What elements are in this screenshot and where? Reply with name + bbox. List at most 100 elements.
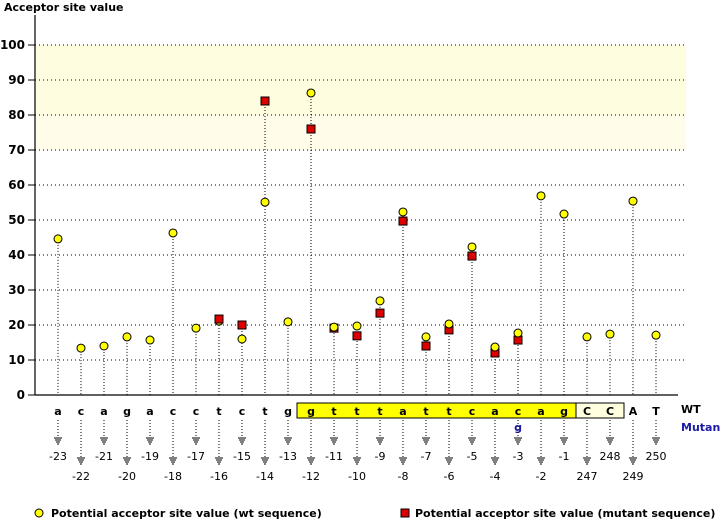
legend-label-wt: Potential acceptor site value (wt sequen… <box>51 507 322 520</box>
position-label: -5 <box>467 450 478 463</box>
wt-nucleotide: t <box>262 405 267 418</box>
position-label: -16 <box>210 470 228 483</box>
y-tick-label: 50 <box>8 213 25 227</box>
wt-nucleotide: c <box>239 405 246 418</box>
position-label: -4 <box>490 470 501 483</box>
wt-nucleotide: t <box>354 405 359 418</box>
wt-point <box>329 322 339 332</box>
position-label: 248 <box>600 450 621 463</box>
wt-nucleotide: t <box>423 405 428 418</box>
wt-point <box>513 328 523 338</box>
highlight-box-exon <box>296 402 579 419</box>
position-label: -6 <box>444 470 455 483</box>
highlight-band <box>36 115 686 150</box>
ground-icon <box>261 457 269 465</box>
position-label: 250 <box>646 450 667 463</box>
wt-nucleotide: A <box>629 405 638 418</box>
wt-row-label: WT <box>681 403 701 416</box>
wt-point <box>306 88 316 98</box>
ground-icon <box>399 457 407 465</box>
ground-icon <box>54 437 62 445</box>
ground-icon <box>445 457 453 465</box>
wt-point <box>76 343 86 353</box>
y-tick-label: 40 <box>8 248 25 262</box>
ground-icon <box>307 457 315 465</box>
position-label: -22 <box>72 470 90 483</box>
ground-icon <box>123 457 131 465</box>
legend-label-mutant: Potential acceptor site value (mutant se… <box>415 507 715 520</box>
wt-point <box>122 332 132 342</box>
wt-point <box>628 196 638 206</box>
position-label: -20 <box>118 470 136 483</box>
wt-nucleotide: g <box>307 405 315 418</box>
wt-point <box>582 332 592 342</box>
wt-nucleotide: t <box>446 405 451 418</box>
position-label: -10 <box>348 470 366 483</box>
wt-nucleotide: a <box>491 405 498 418</box>
wt-nucleotide: t <box>216 405 221 418</box>
ground-icon <box>330 437 338 445</box>
wt-point <box>53 234 63 244</box>
gridlines <box>35 44 686 361</box>
sequence-row: a -23 c -22 a -21 g -20 a -19 c -18 c -17 t -16 c -15 t -14… <box>49 402 667 483</box>
position-label: 247 <box>577 470 598 483</box>
stems <box>57 92 657 395</box>
y-axis-title: Acceptor site value <box>4 1 123 14</box>
position-label: -15 <box>233 450 251 463</box>
wt-nucleotide: c <box>469 405 476 418</box>
ground-icon <box>468 437 476 445</box>
wt-nucleotide: t <box>377 405 382 418</box>
ground-icon <box>77 457 85 465</box>
ground-icon <box>606 437 614 445</box>
position-label: -7 <box>421 450 432 463</box>
ground-icon <box>353 457 361 465</box>
position-label: -1 <box>559 450 570 463</box>
mutant-point <box>375 308 385 318</box>
position-label: -23 <box>49 450 67 463</box>
wt-point <box>444 319 454 329</box>
position-label: -19 <box>141 450 159 463</box>
wt-nucleotide: C <box>583 405 591 418</box>
mutant-point <box>421 341 431 351</box>
wt-point <box>490 342 500 352</box>
y-tick-label: 80 <box>8 108 25 122</box>
wt-point <box>559 209 569 219</box>
wt-nucleotide: C <box>606 405 614 418</box>
ground-icon <box>376 437 384 445</box>
legend-square-icon <box>400 508 410 518</box>
mutant-row-label: Mutant <box>681 421 720 434</box>
highlight-box-exon-end <box>575 402 625 419</box>
ground-icon <box>629 457 637 465</box>
position-label: -3 <box>513 450 524 463</box>
legend-circle-icon <box>34 508 44 518</box>
wt-point <box>536 191 546 201</box>
ground-icon <box>491 457 499 465</box>
y-tick-label: 100 <box>0 38 25 52</box>
mutant-point <box>214 314 224 324</box>
data-marks <box>53 88 661 358</box>
y-axis: 0 10 20 30 40 50 60 70 80 90 100 <box>0 15 678 402</box>
ground-icon <box>215 457 223 465</box>
position-label: -2 <box>536 470 547 483</box>
ground-icon <box>514 437 522 445</box>
mutant-point <box>467 251 477 261</box>
wt-nucleotide: a <box>537 405 544 418</box>
position-label: -8 <box>398 470 409 483</box>
wt-point <box>651 330 661 340</box>
wt-point <box>237 334 247 344</box>
wt-point <box>467 242 477 252</box>
position-label: -12 <box>302 470 320 483</box>
wt-point <box>99 341 109 351</box>
wt-point <box>168 228 178 238</box>
ground-icon <box>238 437 246 445</box>
mutant-point <box>260 96 270 106</box>
mutant-point <box>352 331 362 341</box>
wt-nucleotide: g <box>123 405 131 418</box>
wt-nucleotide: c <box>193 405 200 418</box>
wt-point <box>421 332 431 342</box>
wt-point <box>283 317 293 327</box>
mutant-point <box>237 320 247 330</box>
ground-icon <box>169 457 177 465</box>
wt-nucleotide: a <box>100 405 107 418</box>
ground-icon <box>100 437 108 445</box>
